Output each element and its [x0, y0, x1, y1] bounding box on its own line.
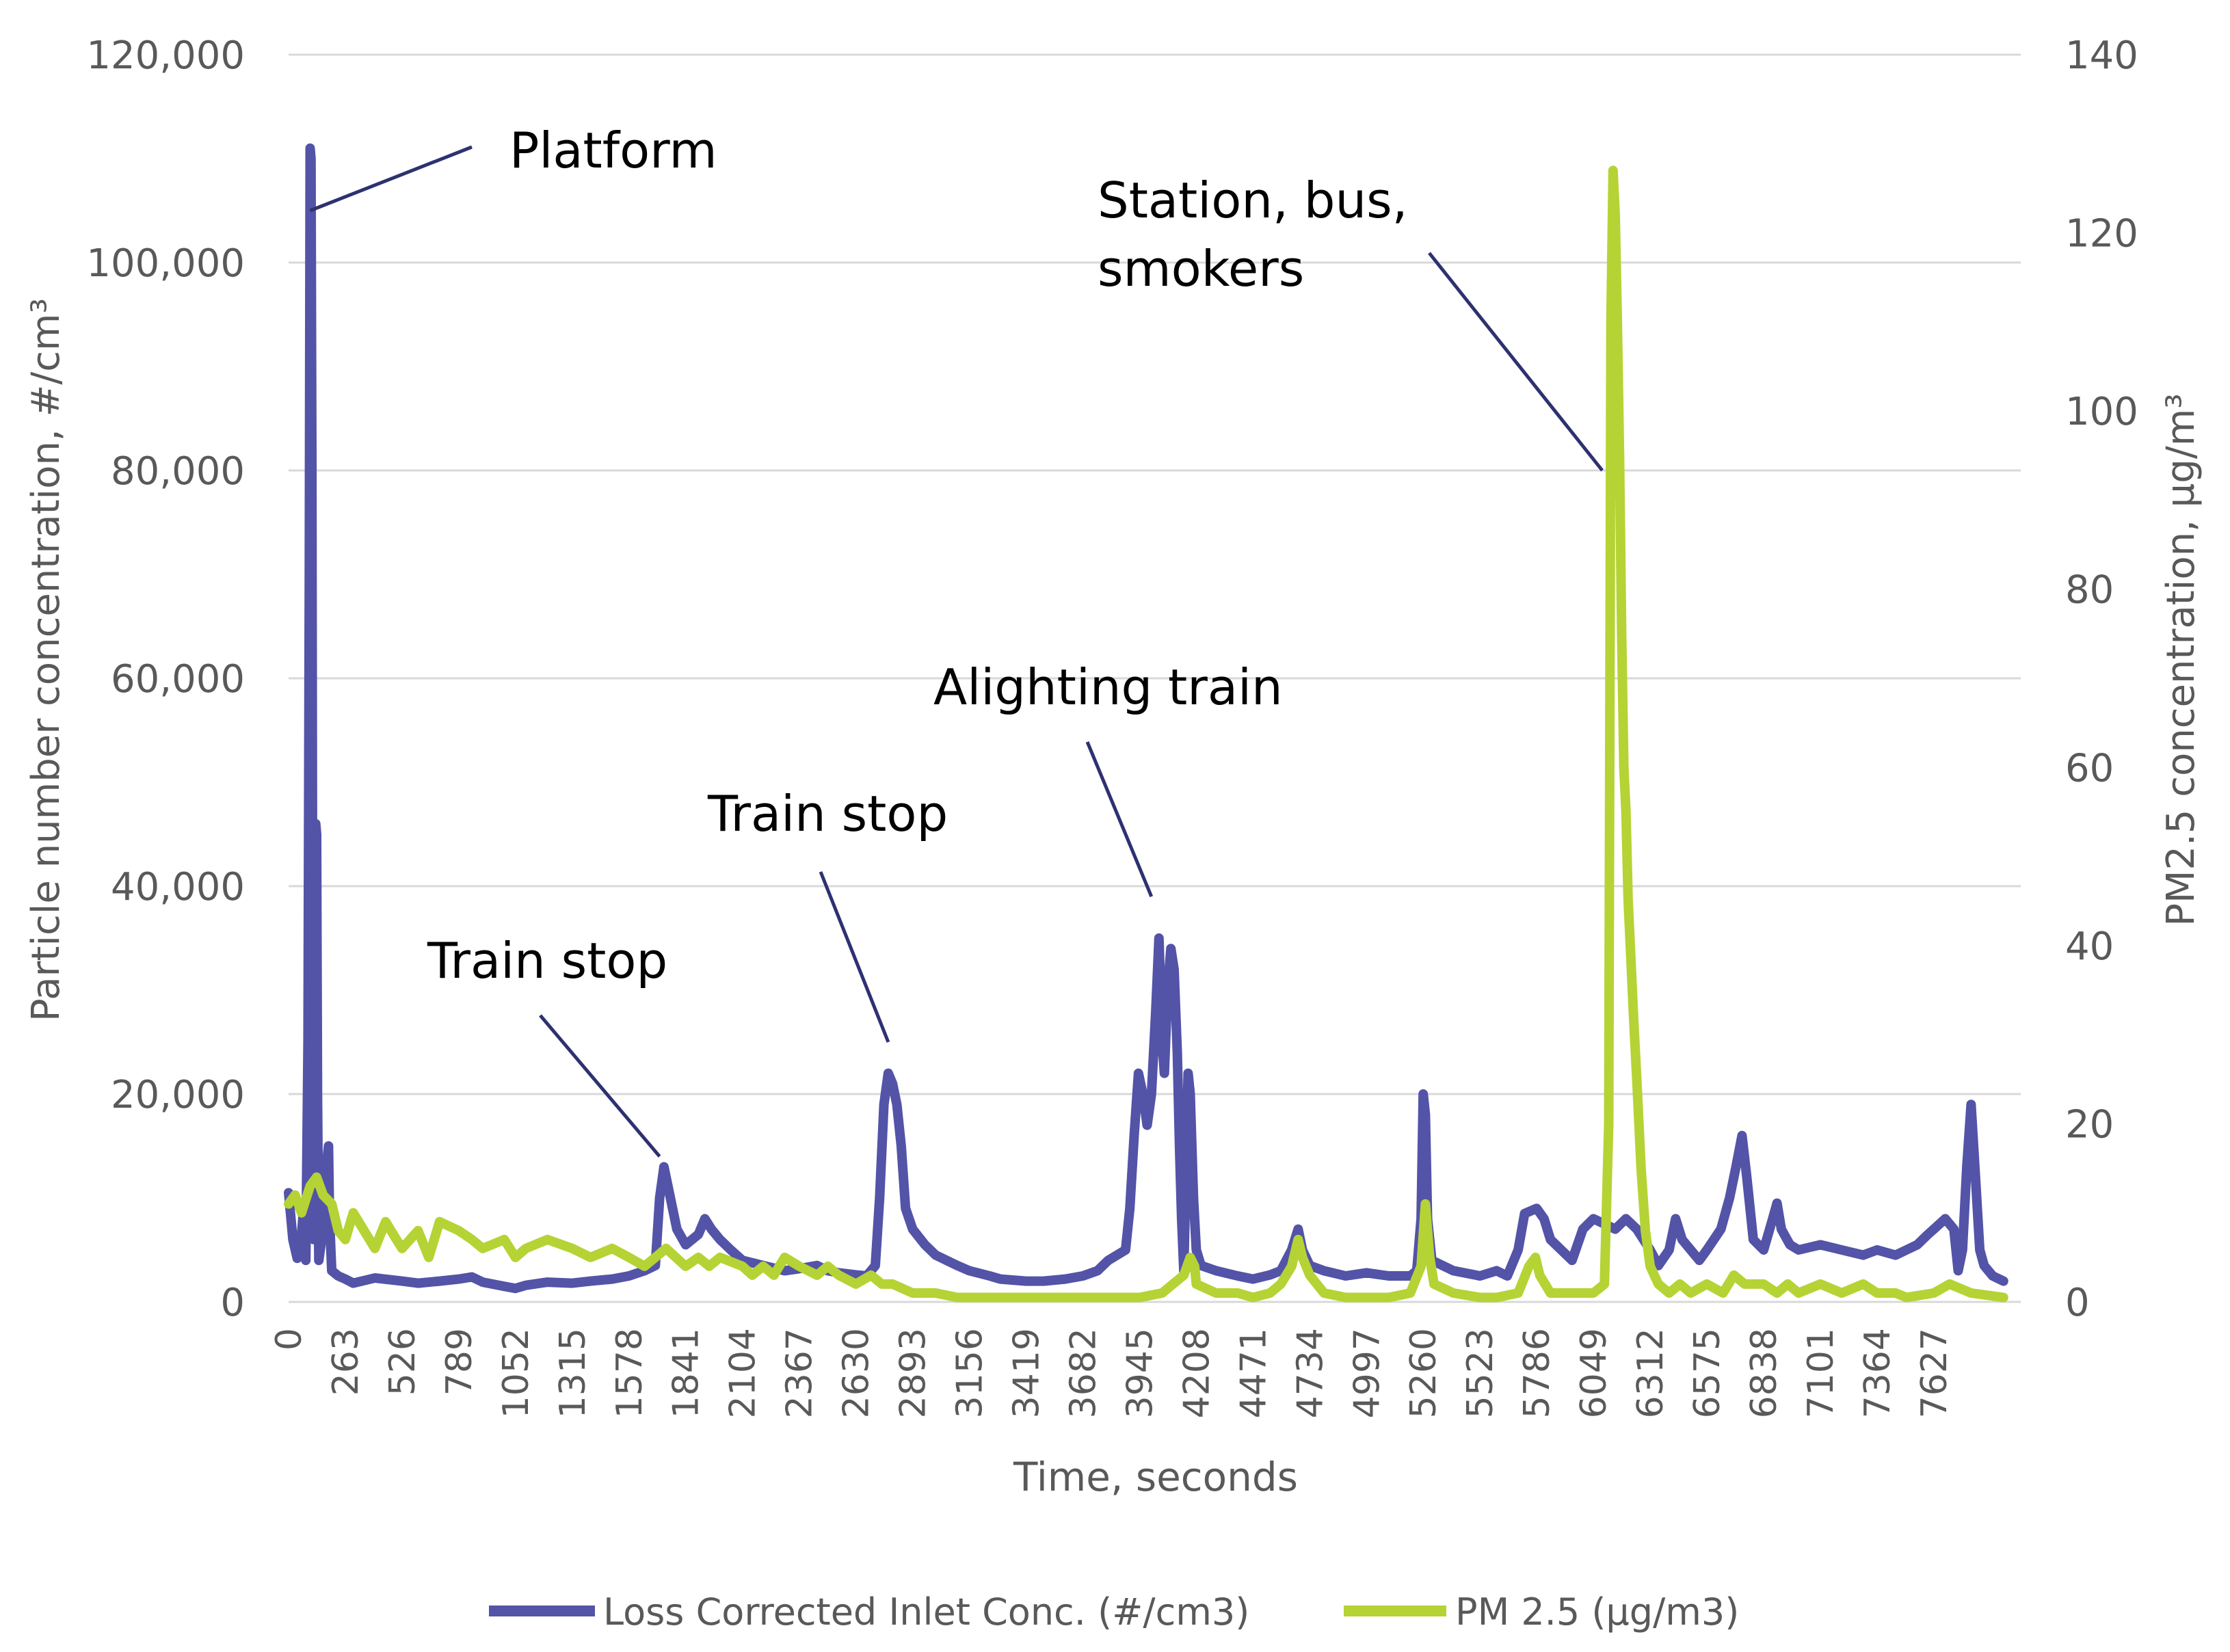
legend: Loss Corrected Inlet Conc. (#/cm3) PM 2.…	[489, 1590, 1739, 1634]
x-tick-label: 2104	[723, 1328, 764, 1418]
x-tick-label: 5523	[1460, 1328, 1501, 1418]
x-tick-label: 5786	[1517, 1328, 1558, 1418]
y-left-tick-label: 20,000	[111, 1073, 245, 1117]
y-right-tick-label: 120	[2065, 212, 2138, 256]
x-tick-label: 6312	[1630, 1328, 1671, 1418]
x-axis: 0 263 526 789 1052 1315 1578 1841 2104 2367 2630 28…	[269, 1328, 1955, 1418]
x-tick-label: 2893	[893, 1328, 934, 1418]
annotation-leader	[309, 145, 473, 213]
series-line-pm25	[284, 165, 2008, 1303]
y-right-tick-label: 40	[2065, 924, 2114, 969]
x-tick-label: 3682	[1063, 1328, 1104, 1418]
y-left-tick-label: 0	[220, 1281, 245, 1325]
y-right-tick-label: 80	[2065, 568, 2114, 613]
x-tick-label: 1052	[496, 1328, 537, 1418]
y-axis-left: 0 20,000 40,000 60,000 80,000 100,000 120,000	[86, 34, 245, 1325]
x-tick-label: 1841	[666, 1328, 707, 1418]
annotation-label: Alighting train	[933, 658, 1283, 716]
y-right-tick-label: 20	[2065, 1102, 2114, 1147]
x-tick-label: 3419	[1006, 1328, 1047, 1418]
y-left-tick-label: 100,000	[86, 241, 245, 286]
annotation-leader	[819, 871, 890, 1043]
annotation-label: Platform	[509, 122, 717, 179]
y-left-tick-label: 60,000	[111, 657, 245, 702]
y-right-tick-label: 100	[2065, 390, 2138, 434]
x-tick-label: 6575	[1687, 1328, 1728, 1418]
x-tick-label: 263	[326, 1328, 367, 1396]
gridlines	[289, 53, 2021, 1303]
annotation-label: Train stop	[707, 785, 948, 842]
x-tick-label: 6838	[1744, 1328, 1785, 1418]
y-left-tick-label: 120,000	[86, 34, 245, 78]
annotation-label: Train stop	[427, 932, 667, 989]
y-right-tick-label: 60	[2065, 746, 2114, 790]
series-layer	[284, 143, 2008, 1303]
y-axis-right: 0 20 40 60 80 100 120 140	[2065, 34, 2138, 1325]
annotations: Platform Train stop Train stop Alighting tr…	[309, 122, 1604, 1158]
y-axis-left-title: Particle number concentration, #/cm³	[24, 298, 68, 1022]
annotation-label: Station, bus,	[1098, 172, 1407, 229]
annotation-label: smokers	[1098, 240, 1304, 297]
legend-label-pm25: PM 2.5 (µg/m3)	[1455, 1590, 1739, 1634]
x-tick-label: 7364	[1857, 1328, 1898, 1418]
y-left-tick-label: 40,000	[111, 865, 245, 909]
x-tick-label: 5260	[1403, 1328, 1444, 1418]
x-tick-label: 4208	[1176, 1328, 1217, 1418]
y-right-tick-label: 140	[2065, 34, 2138, 78]
x-tick-label: 3945	[1119, 1328, 1160, 1418]
x-tick-label: 6049	[1574, 1328, 1615, 1418]
x-axis-title: Time, seconds	[1013, 1454, 1298, 1500]
x-tick-label: 7101	[1801, 1328, 1842, 1418]
legend-label-pnc: Loss Corrected Inlet Conc. (#/cm3)	[603, 1590, 1249, 1634]
x-tick-label: 4734	[1290, 1328, 1331, 1418]
series-line-pnc	[284, 143, 2008, 1294]
x-tick-label: 526	[382, 1328, 423, 1396]
x-tick-label: 0	[269, 1328, 310, 1350]
annotation-leader	[1428, 252, 1604, 472]
x-tick-label: 2367	[780, 1328, 821, 1418]
x-tick-label: 2630	[836, 1328, 877, 1418]
x-tick-label: 4997	[1346, 1328, 1388, 1418]
x-tick-label: 1315	[553, 1328, 594, 1418]
x-tick-label: 789	[439, 1328, 480, 1396]
annotation-leader	[539, 1014, 661, 1158]
annotation-leader	[1085, 741, 1154, 898]
y-axis-right-title: PM2.5 concentration, µg/m³	[2159, 393, 2203, 926]
x-tick-label: 4471	[1233, 1328, 1274, 1418]
x-tick-label: 7627	[1914, 1328, 1955, 1418]
y-left-tick-label: 80,000	[111, 449, 245, 494]
x-tick-label: 1578	[609, 1328, 650, 1418]
y-right-tick-label: 0	[2065, 1281, 2090, 1325]
x-tick-label: 3156	[950, 1328, 991, 1418]
